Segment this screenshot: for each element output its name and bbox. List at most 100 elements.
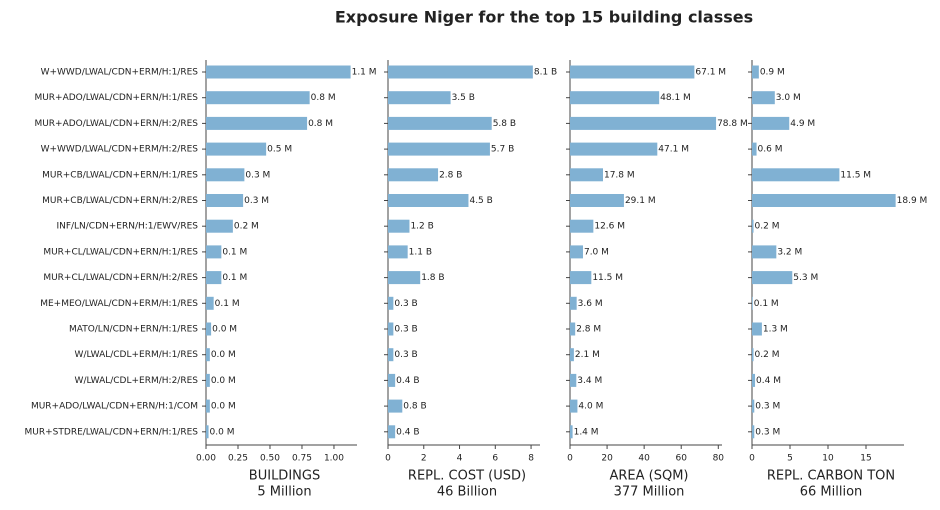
- x-axis-label: 377 Million: [614, 485, 685, 500]
- chart-title: Exposure Niger for the top 15 building c…: [335, 8, 753, 27]
- value-label: 2.1 M: [575, 350, 600, 360]
- y-tick-label: MUR+ADO/LWAL/CDN+ERN/H:1/COM: [31, 402, 198, 412]
- value-label: 18.9 M: [897, 196, 928, 206]
- value-label: 0.3 M: [755, 427, 780, 437]
- bar: [206, 168, 245, 182]
- value-label: 78.8 M: [717, 119, 748, 129]
- value-label: 0.9 M: [760, 68, 785, 78]
- x-tick-label: 0: [749, 454, 755, 464]
- bar: [206, 399, 210, 413]
- x-tick-label: 0.50: [260, 454, 280, 464]
- value-label: 0.3 M: [245, 170, 270, 180]
- value-label: 0.4 B: [396, 427, 419, 437]
- x-tick-label: 8: [528, 454, 534, 464]
- bar: [388, 245, 408, 259]
- bar: [206, 91, 310, 105]
- x-tick-label: 0.00: [196, 454, 216, 464]
- x-tick-label: 6: [492, 454, 498, 464]
- bar: [206, 116, 308, 130]
- value-label: 0.0 M: [212, 325, 237, 335]
- bar: [570, 425, 573, 439]
- bar: [388, 219, 410, 233]
- value-label: 0.1 M: [222, 273, 247, 283]
- value-label: 0.5 M: [267, 145, 292, 155]
- x-axis-label: 46 Billion: [437, 485, 497, 500]
- value-label: 0.1 M: [222, 247, 247, 257]
- x-tick-label: 0: [385, 454, 391, 464]
- y-tick-label: ME+MEO/LWAL/CDN+ERM/H:1/RES: [40, 299, 198, 309]
- x-axis-label: REPL. CARBON TON: [767, 469, 895, 484]
- value-label: 11.5 M: [840, 170, 871, 180]
- bar: [570, 245, 583, 259]
- value-label: 0.0 M: [211, 402, 236, 412]
- bar: [388, 168, 439, 182]
- x-tick-label: 2: [421, 454, 427, 464]
- bar: [388, 271, 421, 285]
- bar: [388, 142, 490, 156]
- bar: [206, 219, 233, 233]
- x-tick-label: 40: [638, 454, 650, 464]
- bar: [206, 373, 210, 387]
- bar: [570, 399, 578, 413]
- y-tick-label: W/LWAL/CDL+ERM/H:1/RES: [75, 350, 199, 360]
- value-label: 0.4 B: [396, 376, 419, 386]
- value-label: 3.6 M: [578, 299, 603, 309]
- bar: [570, 142, 658, 156]
- value-label: 4.9 M: [790, 119, 815, 129]
- x-tick-label: 15: [860, 454, 871, 464]
- y-tick-label: W/LWAL/CDL+ERM/H:2/RES: [75, 376, 199, 386]
- value-label: 0.8 B: [403, 402, 426, 412]
- value-label: 5.8 B: [493, 119, 516, 129]
- x-tick-label: 0: [567, 454, 573, 464]
- bar: [752, 399, 755, 413]
- value-label: 3.5 B: [452, 93, 475, 103]
- value-label: 4.5 B: [469, 196, 492, 206]
- bar: [206, 142, 267, 156]
- x-axis-label: 66 Million: [800, 485, 863, 500]
- bar: [752, 348, 754, 362]
- bar: [752, 373, 756, 387]
- bar: [570, 348, 574, 362]
- value-label: 3.0 M: [776, 93, 801, 103]
- y-tick-label: W+WWD/LWAL/CDN+ERM/H:1/RES: [41, 68, 199, 78]
- bar: [752, 168, 840, 182]
- y-tick-label: MUR+CB/LWAL/CDN+ERN/H:2/RES: [42, 196, 198, 206]
- x-axis-label: 5 Million: [257, 485, 311, 500]
- value-label: 1.1 B: [409, 247, 432, 257]
- value-label: 17.8 M: [604, 170, 635, 180]
- value-label: 0.3 B: [394, 299, 417, 309]
- bar: [752, 219, 754, 233]
- x-tick-label: 5: [787, 454, 793, 464]
- x-axis-label: REPL. COST (USD): [408, 469, 526, 484]
- value-label: 11.5 M: [592, 273, 623, 283]
- bar: [752, 116, 790, 130]
- bar: [388, 91, 451, 105]
- bar: [388, 65, 533, 79]
- y-tick-label: INF/LN/CDN+ERN/H:1/EWV/RES: [56, 222, 198, 232]
- value-label: 1.3 M: [763, 325, 788, 335]
- y-tick-label: MUR+CL/LWAL/CDN+ERN/H:1/RES: [43, 247, 198, 257]
- bar: [752, 65, 759, 79]
- value-label: 5.3 M: [793, 273, 818, 283]
- bar: [388, 425, 396, 439]
- y-tick-label: MUR+ADO/LWAL/CDN+ERN/H:2/RES: [34, 119, 198, 129]
- bar: [206, 425, 209, 439]
- value-label: 7.0 M: [584, 247, 609, 257]
- value-label: 0.0 M: [211, 376, 236, 386]
- value-label: 2.8 B: [439, 170, 462, 180]
- value-label: 0.8 M: [308, 119, 333, 129]
- value-label: 0.1 M: [754, 299, 779, 309]
- bar: [206, 65, 351, 79]
- x-tick-label: 1.00: [324, 454, 344, 464]
- value-label: 67.1 M: [695, 68, 726, 78]
- y-tick-label: MUR+CB/LWAL/CDN+ERN/H:1/RES: [42, 170, 198, 180]
- x-tick-label: 4: [457, 454, 463, 464]
- value-label: 4.0 M: [578, 402, 603, 412]
- bar: [388, 194, 469, 207]
- value-label: 0.2 M: [755, 350, 780, 360]
- bar: [570, 65, 695, 79]
- bar: [570, 322, 576, 336]
- value-label: 0.3 B: [394, 350, 417, 360]
- bar: [752, 425, 755, 439]
- value-label: 0.2 M: [755, 222, 780, 232]
